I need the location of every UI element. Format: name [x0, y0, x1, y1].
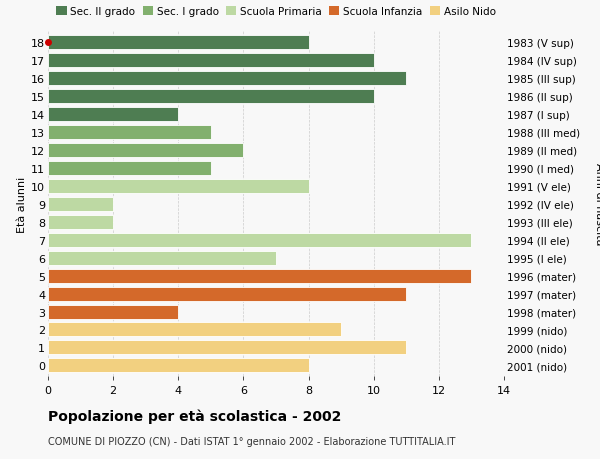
Bar [48, 107, 178, 122]
Legend: Sec. II grado, Sec. I grado, Scuola Primaria, Scuola Infanzia, Asilo Nido: Sec. II grado, Sec. I grado, Scuola Prim… [54, 5, 498, 19]
Bar [48, 305, 178, 319]
Bar [48, 251, 276, 265]
Bar [48, 126, 211, 140]
Bar [48, 341, 406, 355]
Bar [48, 233, 472, 247]
Bar [48, 287, 406, 301]
Bar [48, 197, 113, 211]
Text: Popolazione per età scolastica - 2002: Popolazione per età scolastica - 2002 [48, 409, 341, 423]
Bar [48, 54, 374, 68]
Bar [48, 144, 244, 157]
Bar [48, 72, 406, 86]
Y-axis label: Anni di nascita: Anni di nascita [594, 163, 600, 246]
Bar [48, 36, 308, 50]
Bar [48, 162, 211, 175]
Bar [48, 90, 374, 104]
Bar [48, 323, 341, 337]
Y-axis label: Età alunni: Età alunni [17, 176, 27, 232]
Bar [48, 269, 472, 283]
Bar [48, 179, 308, 193]
Text: COMUNE DI PIOZZO (CN) - Dati ISTAT 1° gennaio 2002 - Elaborazione TUTTITALIA.IT: COMUNE DI PIOZZO (CN) - Dati ISTAT 1° ge… [48, 436, 455, 446]
Bar [48, 215, 113, 229]
Bar [48, 358, 308, 373]
